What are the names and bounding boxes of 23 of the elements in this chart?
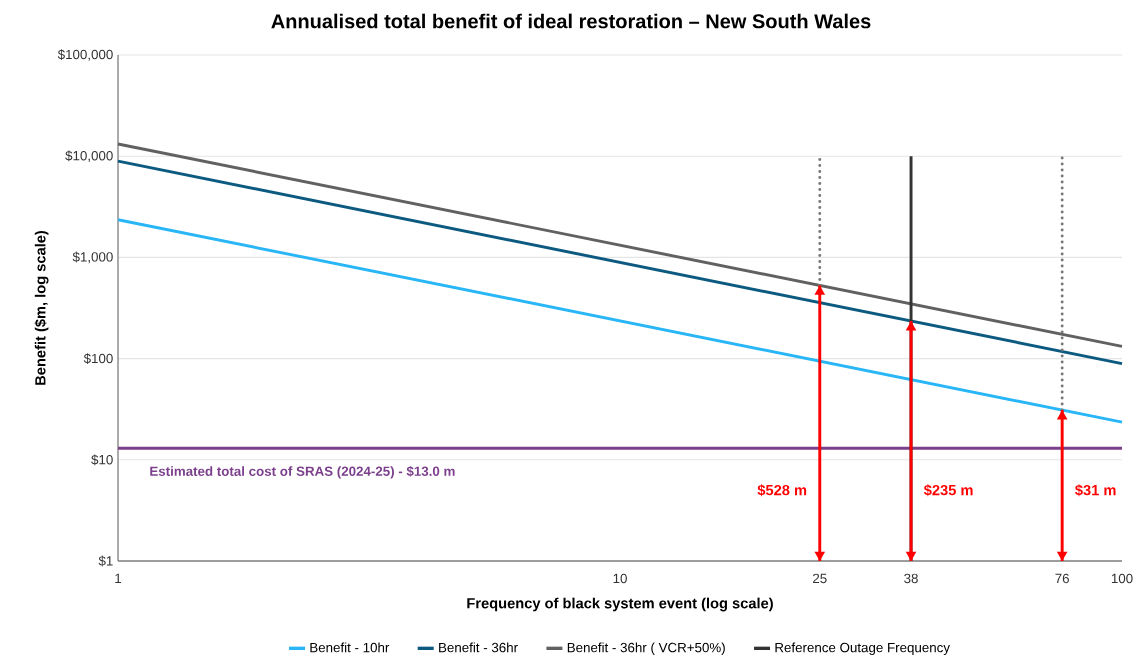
x-tick-label: 100 (1111, 573, 1133, 584)
legend-label: Benefit - 10hr (310, 642, 390, 653)
legend-label: Benefit - 36hr (439, 642, 518, 653)
legend-label: Reference Outage Frequency (775, 642, 950, 655)
annotation: $31 m (1075, 484, 1116, 497)
y-tick-label: $1,000 (72, 251, 113, 264)
y-tick-label: $1 (98, 555, 113, 567)
x-axis-title: Frequency of black system event (log scale) (467, 597, 773, 612)
y-tick-label: $100 (83, 353, 113, 364)
ref-line-label: Estimated total cost of SRAS (2024-25) - $13.0 m (150, 465, 455, 479)
x-tick-label: 38 (904, 573, 918, 584)
annotation: $528 m (757, 484, 807, 497)
y-tick-label: $100,000 (57, 49, 113, 61)
y-axis-title: Benefit ($m, log scale) (34, 230, 49, 385)
x-tick-label: 76 (1055, 573, 1069, 584)
annotation: $235 m (923, 484, 973, 497)
x-tick-label: 25 (813, 573, 827, 584)
y-tick-label: $10,000 (65, 150, 113, 162)
x-tick-label: 10 (613, 573, 627, 584)
y-tick-label: $10 (91, 454, 113, 466)
legend-label: Benefit - 36hr ( VCR+50%) (567, 642, 725, 655)
x-tick-label: 1 (115, 573, 122, 583)
chart-title: Annualised total benefit of ideal restoration – New South Wales (271, 13, 871, 29)
